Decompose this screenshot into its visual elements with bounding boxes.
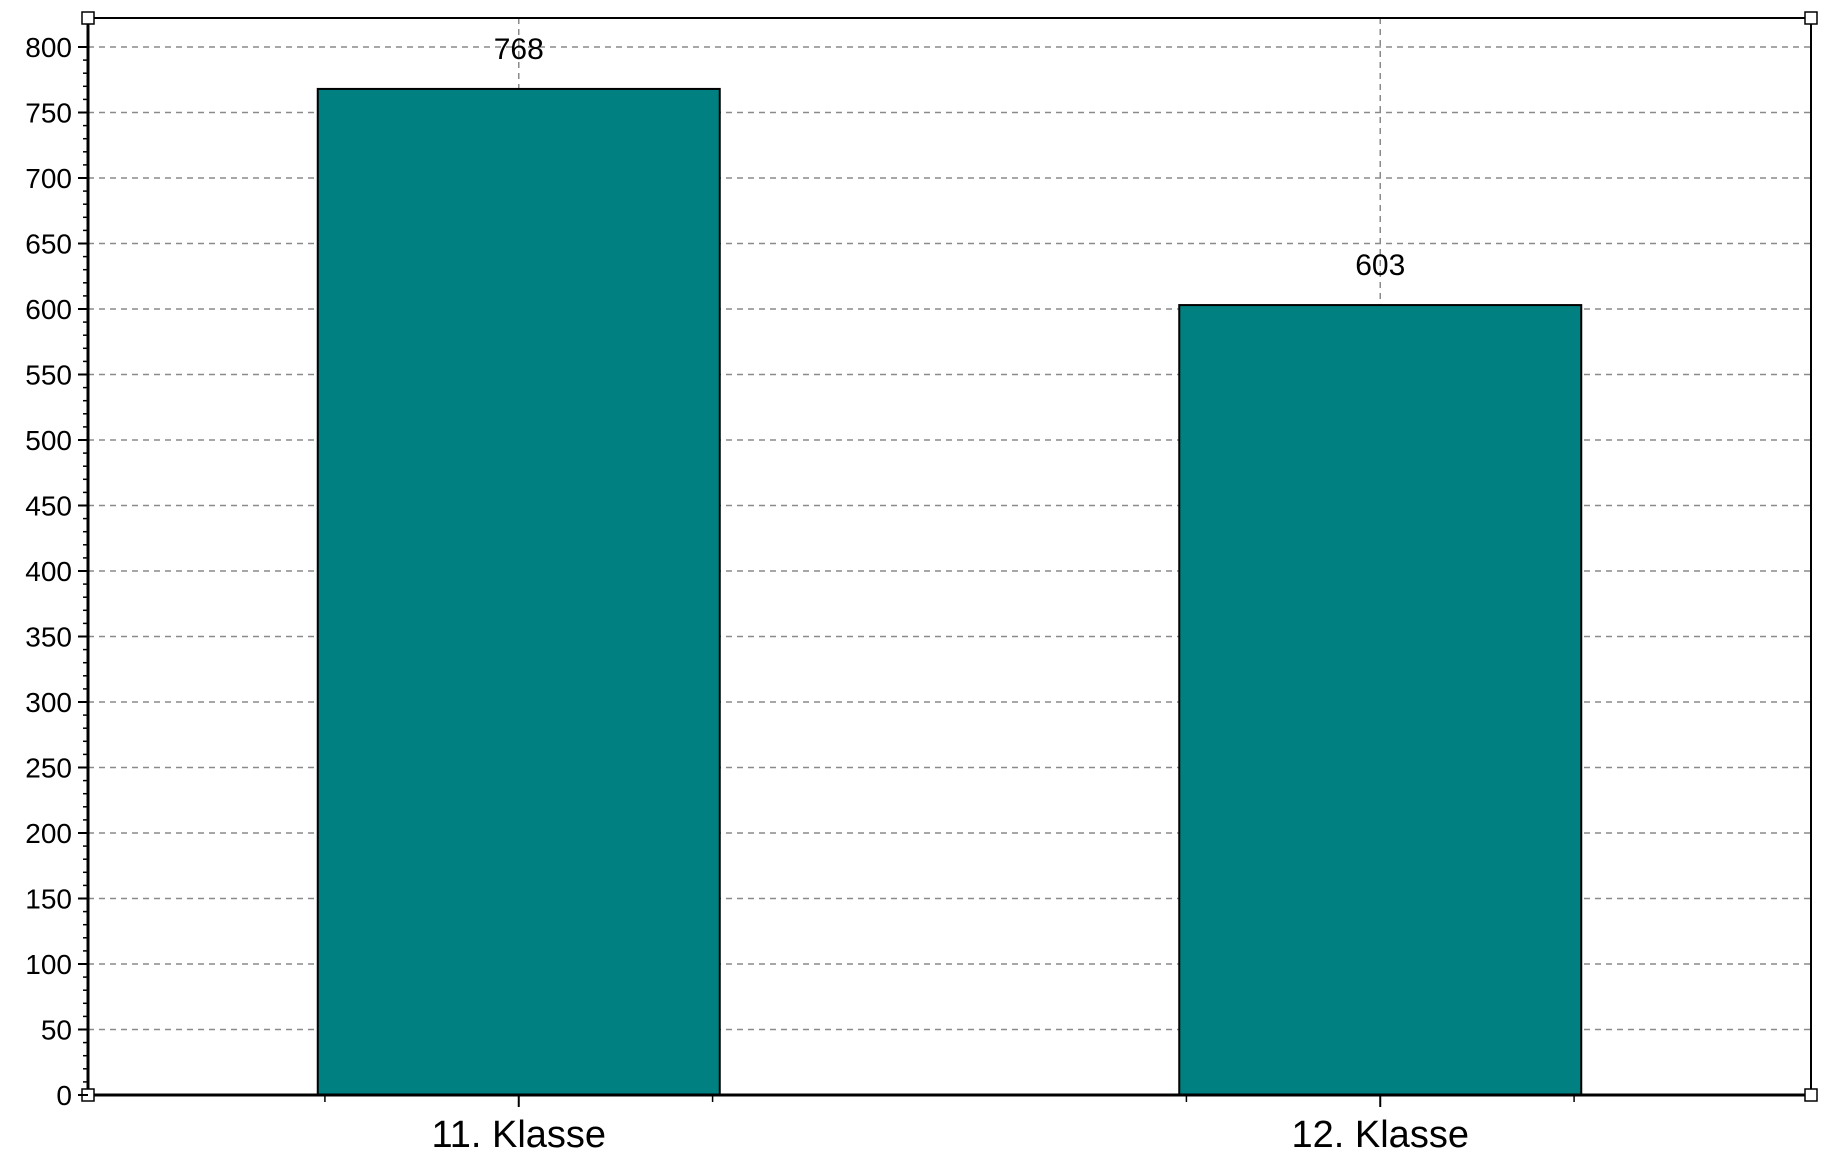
selection-handle (1804, 11, 1818, 25)
y-tick-label: 800 (25, 32, 72, 63)
y-tick-label: 650 (25, 229, 72, 260)
data-label: 603 (1355, 249, 1405, 282)
y-tick-label: 450 (25, 491, 72, 522)
x-axis-ticks: 11. Klasse 12. Klasse (324, 1095, 1575, 1156)
data-label: 768 (494, 33, 544, 66)
bars (316, 87, 1583, 1097)
x-tick-label: 11. Klasse (431, 1114, 606, 1156)
y-tick-label: 700 (25, 163, 72, 194)
y-tick-label: 50 (41, 1015, 72, 1046)
y-tick-label: 550 (25, 360, 72, 391)
y-axis-ticks: 0 50 100 150 200 250 300 350 400 450 500 550 600 650 7… (25, 32, 88, 1111)
y-tick-label: 600 (25, 294, 72, 325)
selection-handle (1804, 1088, 1818, 1102)
y-tick-label: 100 (25, 949, 72, 980)
y-tick-label: 200 (25, 818, 72, 849)
data-labels: 768 603 (494, 33, 1406, 282)
y-tick-label: 350 (25, 622, 72, 653)
y-tick-label: 300 (25, 687, 72, 718)
y-tick-label: 400 (25, 556, 72, 587)
selection-handle (81, 11, 95, 25)
bar (316, 87, 721, 1097)
y-tick-label: 150 (25, 884, 72, 915)
y-tick-label: 750 (25, 98, 72, 129)
bar (1178, 304, 1583, 1096)
y-tick-label: 500 (25, 425, 72, 456)
y-tick-label: 0 (56, 1080, 72, 1111)
y-tick-label: 250 (25, 753, 72, 784)
x-tick-label: 12. Klasse (1292, 1114, 1469, 1156)
